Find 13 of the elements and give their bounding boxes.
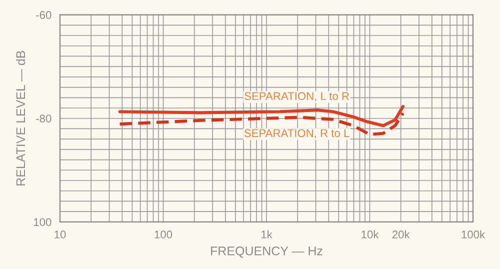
series-label: SEPARATION, R to L (244, 129, 350, 138)
x-tick-label: 100k (462, 230, 486, 238)
x-tick-label: 10 (54, 230, 66, 238)
y-axis-title: RELATIVE LEVEL — dB (16, 50, 26, 186)
y-tick-label: 100 (34, 218, 52, 226)
x-axis-title: FREQUENCY — Hz (211, 246, 322, 258)
x-tick-label: 1k (261, 230, 272, 238)
x-tick-label: 10k (362, 230, 379, 238)
x-tick-label: 100 (154, 230, 172, 238)
y-tick-label: -80 (36, 114, 52, 122)
y-tick-label: -60 (36, 11, 52, 19)
x-tick-label: 20k (392, 230, 410, 238)
series-label: SEPARATION, L to R (244, 92, 349, 102)
